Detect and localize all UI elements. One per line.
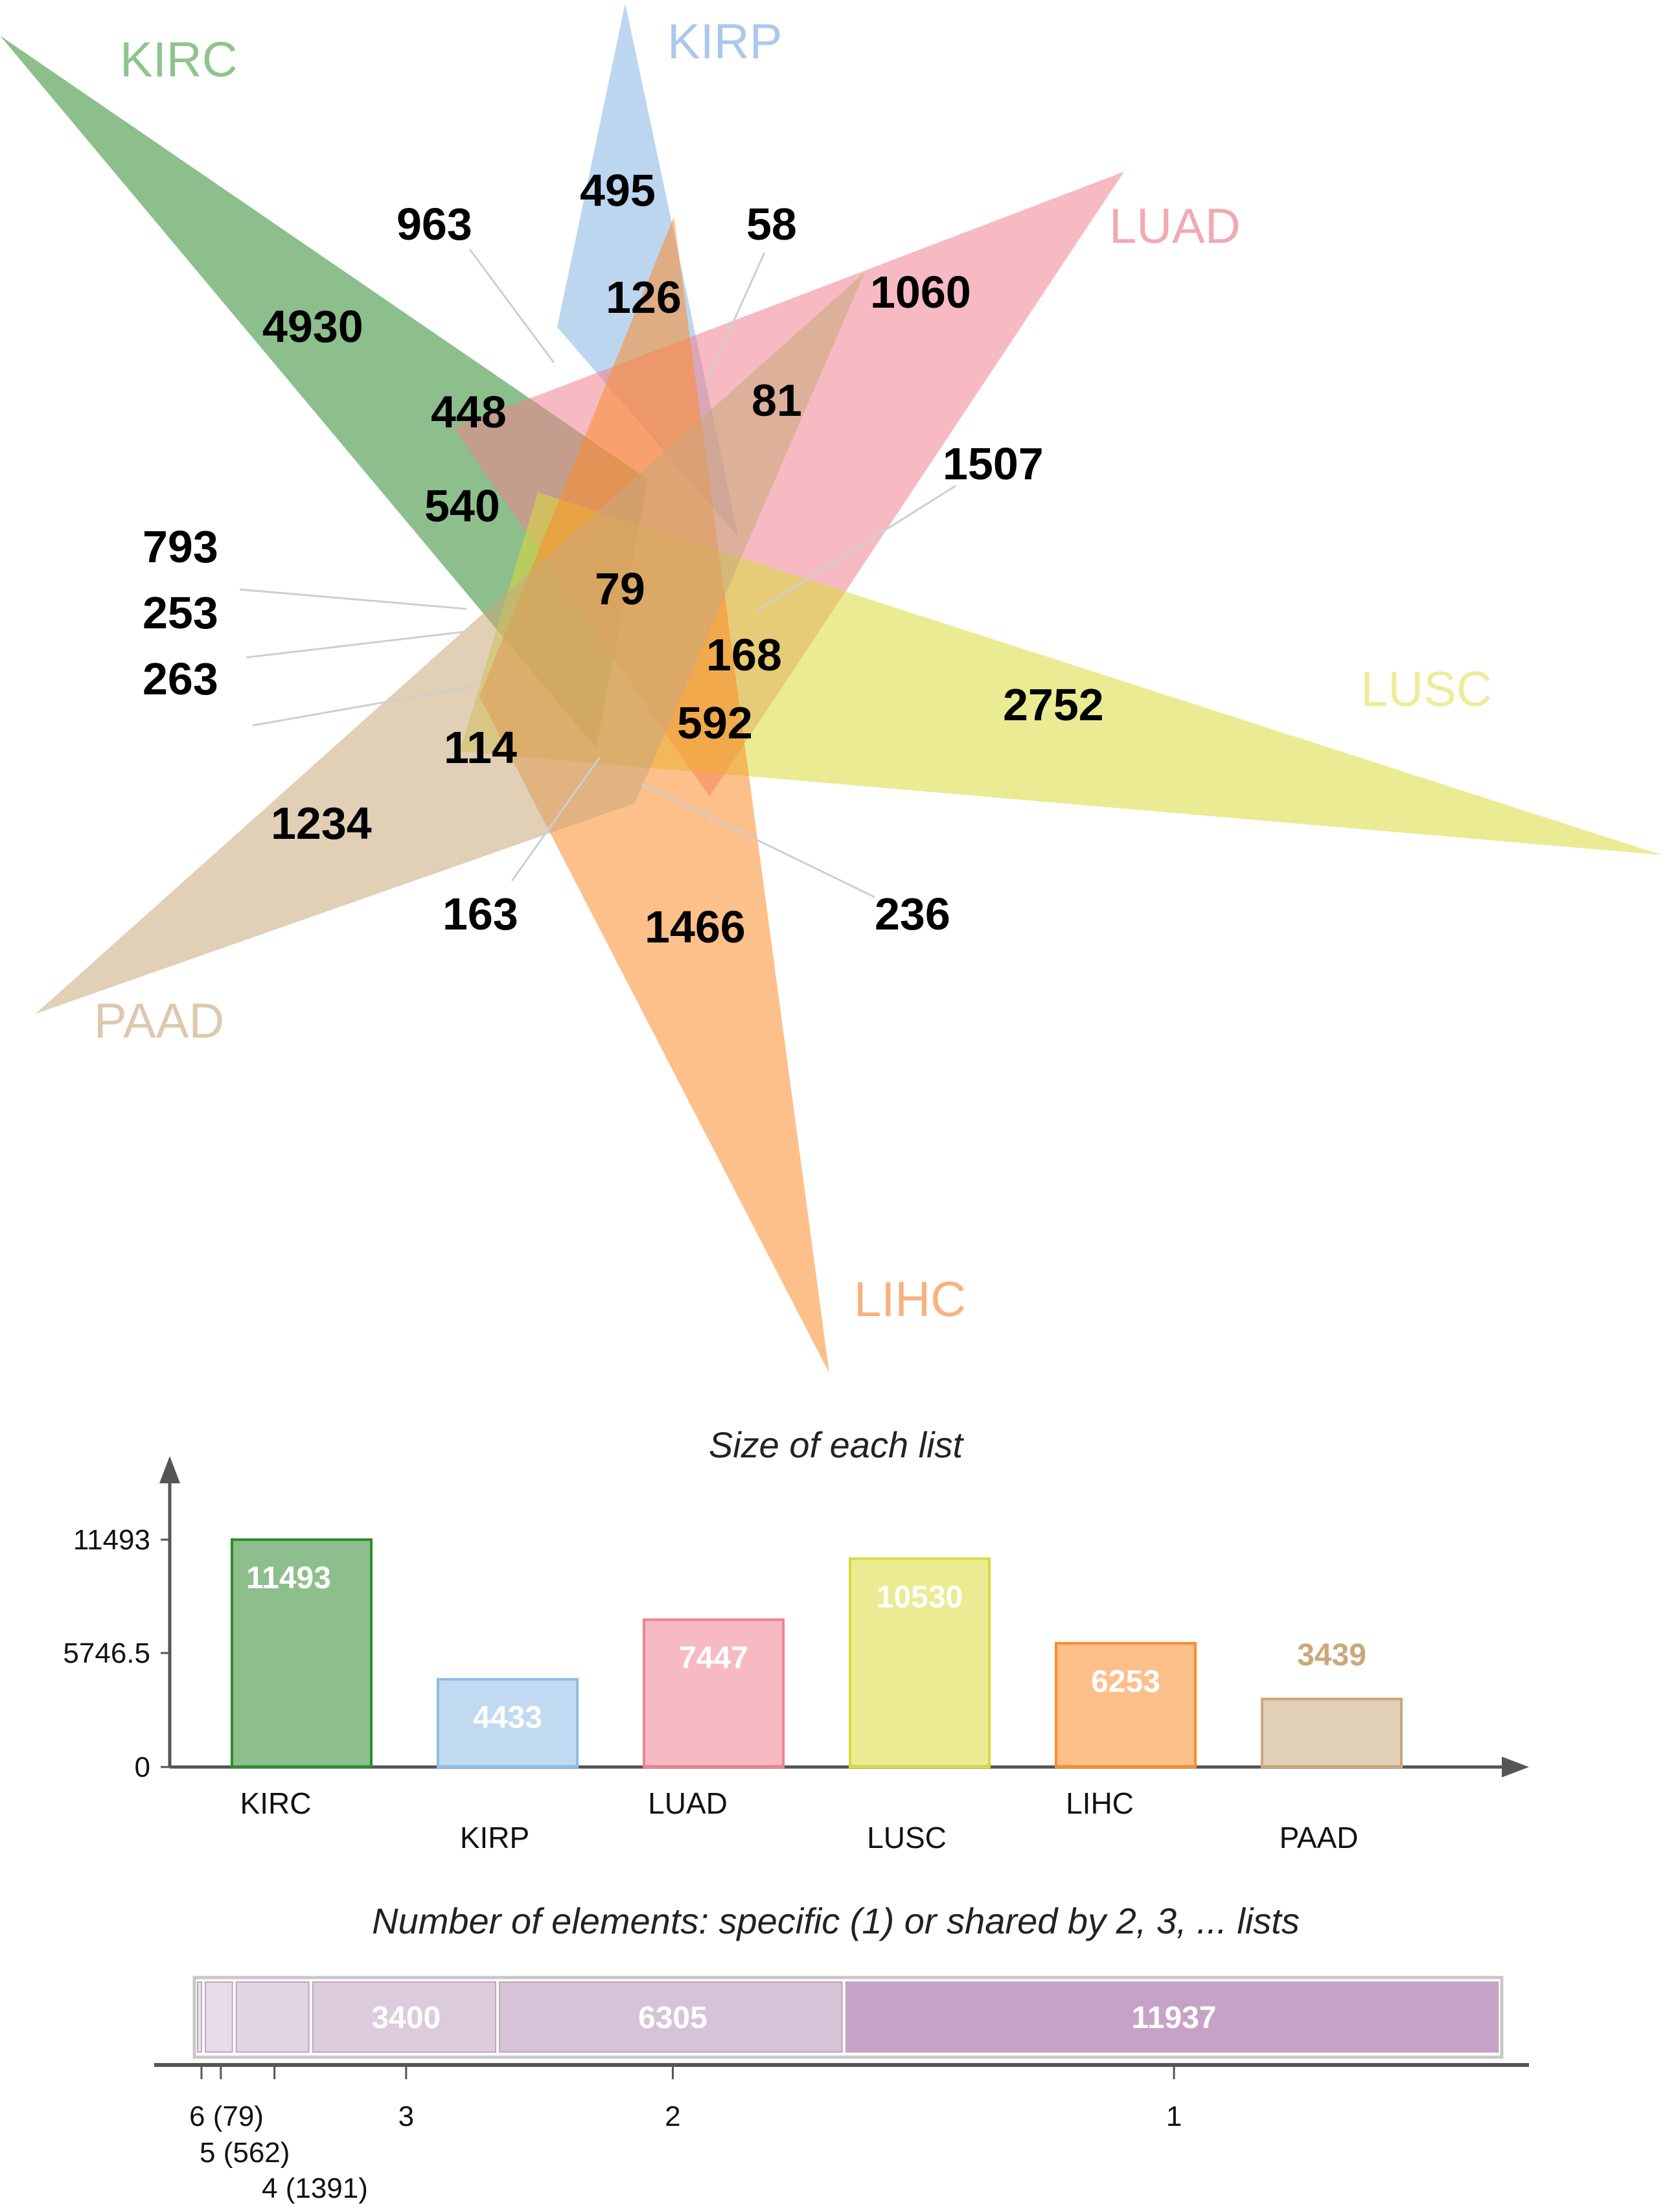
set-label-luad: LUAD: [1109, 199, 1241, 254]
category-label: LUSC: [867, 1821, 947, 1854]
region-value: 793: [143, 521, 218, 572]
triangle-lusc: [460, 492, 1662, 855]
bar: [849, 1557, 991, 1769]
set-label-lusc: LUSC: [1361, 662, 1492, 717]
set-label-paad: PAAD: [94, 994, 224, 1049]
stack-segment: [197, 1981, 202, 2053]
shared-elements-chart: Number of elements: specific (1) or shar…: [154, 1900, 1529, 2204]
triangle-paad: [36, 272, 865, 1014]
region-value: 168: [706, 630, 782, 680]
leader-line: [246, 630, 467, 659]
venn-diagram: KIRC KIRP LUAD LUSC LIHC PAAD 4930 495 1…: [0, 3, 1662, 1373]
stack-tick-label: 2: [665, 2101, 680, 2132]
region-value: 4930: [262, 301, 363, 352]
stacked-bar-frame: [192, 1976, 1504, 2059]
stack-tick-label: 6 (79): [189, 2101, 264, 2132]
bar-value-label: 6253: [1091, 1665, 1160, 1699]
region-value: 79: [595, 564, 645, 614]
bar-value-label: 10530: [877, 1580, 963, 1614]
region-value: 540: [424, 481, 500, 531]
bar-chart: Size of each list 11493 5746.5 0 11493 KI…: [63, 1424, 1529, 1854]
category-label: PAAD: [1280, 1821, 1359, 1854]
region-value: 2752: [1003, 679, 1104, 730]
bar: [437, 1678, 579, 1769]
leader-line: [511, 757, 601, 882]
leader-line: [641, 782, 875, 898]
leader-line: [252, 685, 474, 727]
region-value: 236: [875, 889, 950, 939]
leader-lines: [239, 249, 956, 898]
bar-value-label: 4433: [473, 1701, 542, 1735]
region-value: 263: [143, 654, 218, 704]
triangle-kirc: [0, 36, 648, 748]
stack-tick-label: 1: [1166, 2101, 1182, 2132]
region-values: 4930 495 1060 2752 1466 1234 963 126 58 …: [143, 165, 1104, 952]
stack-segment: [235, 1981, 310, 2053]
region-value: 126: [606, 272, 682, 323]
y-tick-labels: 11493 5746.5 0: [63, 1524, 150, 1783]
bar-value-label: 3439: [1297, 1638, 1366, 1672]
region-value: 81: [752, 375, 802, 426]
leader-line: [705, 252, 766, 383]
region-value: 1507: [943, 439, 1044, 489]
stack-ticks: 6 (79) 5 (562)4 (1391) 3 2 1: [189, 2065, 1182, 2204]
stack-tick-label: 5 (562): [200, 2137, 290, 2169]
region-value: 114: [444, 722, 517, 773]
region-value: 163: [443, 889, 518, 939]
stack-segments: 3400 6305 11937: [197, 1981, 1499, 2053]
y-axis-arrow: [159, 1456, 180, 1483]
x-axis-arrow: [1502, 1757, 1529, 1777]
stack-segment: [845, 1981, 1499, 2053]
venn-triangles: [0, 3, 1662, 1373]
region-value: 592: [677, 698, 753, 748]
set-label-kirc: KIRC: [120, 32, 238, 87]
stack-segment: [312, 1981, 497, 2053]
region-value: 1466: [645, 902, 746, 952]
region-value: 253: [143, 587, 218, 638]
bar: [643, 1618, 785, 1768]
leader-line: [754, 485, 956, 613]
stack-segment: [205, 1981, 233, 2053]
bar-value-label: 7447: [679, 1641, 748, 1676]
shared-chart-title: Number of elements: specific (1) or shar…: [372, 1900, 1300, 1941]
bar: [231, 1538, 373, 1768]
stack-segment-label: 6305: [638, 2001, 707, 2035]
y-tick-label: 5746.5: [63, 1637, 150, 1669]
region-value: 963: [397, 199, 472, 249]
set-label-lihc: LIHC: [854, 1272, 966, 1327]
category-label: LIHC: [1066, 1786, 1134, 1820]
leader-line: [468, 249, 555, 363]
stack-tick-label: 3: [398, 2101, 414, 2132]
stack-segment: [499, 1981, 843, 2053]
region-value: 448: [431, 387, 507, 437]
set-labels: KIRC KIRP LUAD LUSC LIHC PAAD: [94, 14, 1492, 1327]
y-tick-label: 11493: [73, 1524, 150, 1556]
region-value: 495: [580, 165, 656, 216]
triangle-lihc: [479, 217, 829, 1373]
category-label: LUAD: [648, 1786, 728, 1820]
bar-chart-title: Size of each list: [709, 1424, 965, 1465]
stack-tick-label: 4 (1391): [262, 2172, 368, 2204]
category-label: KIRC: [240, 1786, 312, 1820]
region-value: 58: [746, 199, 797, 249]
y-tick-label: 0: [135, 1751, 150, 1783]
bars-group: 11493 KIRC 4433 KIRP 7447 LUAD 10530 LUSC 6253 LI…: [231, 1538, 1403, 1854]
bar: [1261, 1697, 1403, 1769]
bar: [1055, 1642, 1197, 1768]
stack-segment-label: 11937: [1132, 2001, 1217, 2035]
category-label: KIRP: [460, 1821, 529, 1854]
region-value: 1060: [870, 267, 971, 317]
region-value: 1234: [271, 798, 372, 849]
set-label-kirp: KIRP: [667, 14, 782, 69]
leader-line: [239, 588, 467, 610]
stack-segment-label: 3400: [371, 2001, 441, 2035]
bar-value-label: 11493: [246, 1561, 331, 1595]
